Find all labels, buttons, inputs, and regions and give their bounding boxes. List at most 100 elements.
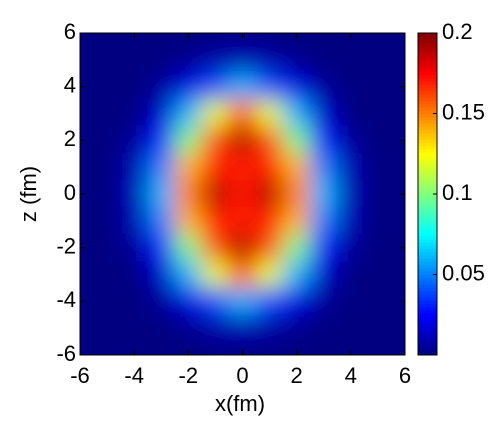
colorbar-step xyxy=(418,94,437,98)
y-tick-label: 0 xyxy=(64,180,76,205)
heatmap-cell xyxy=(336,233,365,262)
x-tick-label: -4 xyxy=(124,363,144,388)
heatmap-cell xyxy=(120,287,149,316)
heatmap-cell xyxy=(309,180,338,208)
colorbar-step xyxy=(418,132,437,137)
heatmap-cell xyxy=(201,33,230,47)
heatmap-cell xyxy=(255,153,284,182)
heatmap-cell xyxy=(336,206,365,235)
heatmap-cell xyxy=(174,180,203,208)
heatmap-cell xyxy=(174,33,203,47)
heatmap-cell xyxy=(80,206,95,235)
heatmap-cell xyxy=(390,341,405,355)
heatmap-cell xyxy=(201,72,230,101)
heatmap-cell xyxy=(174,314,203,343)
colorbar-step xyxy=(418,139,437,143)
colorbar-step xyxy=(418,326,437,330)
heatmap-cell xyxy=(363,341,392,355)
y-tick-label: -2 xyxy=(56,233,76,258)
colorbar-step xyxy=(418,90,437,95)
colorbar-step xyxy=(418,300,437,304)
heatmap-cell xyxy=(390,180,405,208)
colorbar-step xyxy=(418,119,437,124)
colorbar-step xyxy=(418,345,437,350)
colorbar-step xyxy=(418,264,437,269)
colorbar-step xyxy=(418,81,437,86)
heatmap-cell xyxy=(174,126,203,155)
colorbar-step xyxy=(418,110,437,114)
heatmap-cell xyxy=(174,341,203,355)
heatmap-cell xyxy=(93,341,122,355)
colorbar-step xyxy=(418,239,437,243)
heatmap-cell xyxy=(390,260,405,289)
heatmap-cell xyxy=(309,153,338,182)
heatmap-cell xyxy=(93,260,122,289)
heatmap-cell xyxy=(282,72,311,101)
colorbar-step xyxy=(418,174,437,179)
colorbar-step xyxy=(418,71,437,76)
heatmap-cell xyxy=(120,314,149,343)
heatmap-cell xyxy=(255,99,284,128)
heatmap-cell xyxy=(363,233,392,262)
heatmap-cell xyxy=(80,180,95,208)
colorbar-step xyxy=(418,177,437,182)
colorbar-step xyxy=(418,49,437,53)
heatmap-cell xyxy=(363,180,392,208)
heatmap-cell xyxy=(201,45,230,74)
colorbar-step xyxy=(418,97,437,102)
colorbar-step xyxy=(418,129,437,134)
heatmap-cell xyxy=(255,45,284,74)
heatmap-cell xyxy=(228,314,257,343)
heatmap-cell xyxy=(80,260,95,289)
heatmap-cell xyxy=(309,206,338,235)
heatmap-cell xyxy=(147,314,176,343)
colorbar-step xyxy=(418,342,437,346)
heatmap-cell xyxy=(282,99,311,128)
heatmap-cell xyxy=(93,287,122,316)
heatmap-cell xyxy=(282,260,311,289)
heatmap-cell xyxy=(201,153,230,182)
colorbar-tick-label: 0.1 xyxy=(442,180,473,205)
heatmap-cell xyxy=(93,233,122,262)
heatmap-cell xyxy=(120,206,149,235)
heatmap-cell xyxy=(174,233,203,262)
heatmap-cell xyxy=(390,153,405,182)
colorbar: 0.05 0.1 0.15 0.2 xyxy=(417,19,485,356)
heatmap-cell xyxy=(363,260,392,289)
heatmap-cell xyxy=(80,153,95,182)
heatmap-cell xyxy=(363,206,392,235)
colorbar-step xyxy=(418,287,437,292)
heatmap-cell xyxy=(80,314,95,343)
heatmap-cell xyxy=(80,341,95,355)
colorbar-step xyxy=(418,126,437,131)
heatmap-cell xyxy=(282,45,311,74)
heatmap-cell xyxy=(390,287,405,316)
heatmap-cell xyxy=(255,341,284,355)
heatmap-cell xyxy=(363,287,392,316)
colorbar-step xyxy=(418,274,437,279)
colorbar-step xyxy=(418,322,437,327)
heatmap-cell xyxy=(363,314,392,343)
heatmap-cell xyxy=(363,72,392,101)
x-tick-label: 6 xyxy=(399,363,411,388)
colorbar-step xyxy=(418,142,437,147)
heatmap-cell xyxy=(390,72,405,101)
heatmap-cell xyxy=(93,180,122,208)
colorbar-step xyxy=(418,197,437,201)
heatmap-cell xyxy=(174,287,203,316)
heatmap-cell xyxy=(174,153,203,182)
colorbar-step xyxy=(418,232,437,237)
heatmap-cell xyxy=(390,314,405,343)
heatmap-cell xyxy=(309,314,338,343)
heatmap-cell xyxy=(120,341,149,355)
heatmap-cell xyxy=(174,45,203,74)
colorbar-step xyxy=(418,303,437,308)
colorbar-step xyxy=(418,235,437,240)
heatmap-cell xyxy=(255,233,284,262)
heatmap-cell xyxy=(228,180,257,208)
heatmap-cell xyxy=(363,33,392,47)
colorbar-step xyxy=(418,148,437,153)
heatmap-cell xyxy=(282,33,311,47)
heatmap-cell xyxy=(174,260,203,289)
colorbar-step xyxy=(418,155,437,160)
